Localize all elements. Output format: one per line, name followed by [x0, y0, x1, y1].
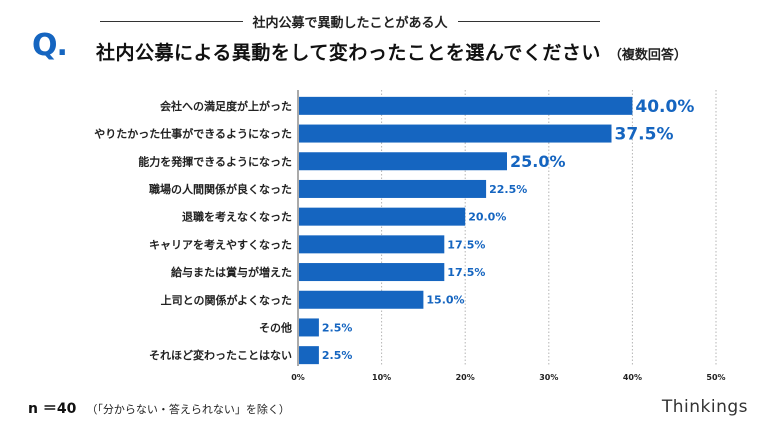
x-tick-label: 0% — [291, 373, 305, 382]
category-label: それほど変わったことはない — [149, 348, 292, 362]
value-label: 17.5% — [447, 266, 485, 279]
category-label: 会社への満足度が上がった — [160, 99, 292, 113]
category-label: 職場の人間関係が良くなった — [149, 182, 292, 196]
category-label: キャリアを考えやすくなった — [149, 237, 292, 251]
category-label: 上司との関係がよくなった — [161, 293, 292, 307]
subtitle-left-rule — [100, 20, 243, 22]
x-tick-label: 30% — [539, 373, 558, 382]
value-label: 22.5% — [489, 183, 527, 196]
value-label: 25.0% — [510, 152, 566, 171]
value-label: 2.5% — [322, 321, 353, 334]
subtitle: 社内公募で異動したことがある人 — [252, 15, 448, 31]
subtitle-right-rule — [457, 20, 601, 22]
sample-size: n ＝40 — [28, 401, 77, 417]
x-tick-label: 20% — [456, 373, 475, 382]
category-label: 退職を考えなくなった — [182, 210, 292, 224]
sample-size-row: n ＝40 （「分からない・答えられない」を除く） — [28, 398, 290, 418]
question-mark: Q. — [32, 28, 68, 63]
category-label: 給与または賞与が増えた — [171, 265, 292, 279]
value-label: 40.0% — [635, 97, 694, 117]
bar — [299, 263, 445, 282]
category-label: やりたかった仕事ができるようになった — [94, 127, 292, 141]
bar — [299, 124, 612, 143]
sample-note: （「分からない・答えられない」を除く） — [86, 403, 290, 416]
title-note: （複数回答） — [608, 48, 687, 63]
bar — [299, 346, 319, 365]
x-tick-label: 40% — [623, 373, 642, 382]
title-row: 社内公募による異動をして変わったことを選んでください （複数回答） — [96, 38, 687, 65]
value-label: 17.5% — [447, 238, 485, 251]
chart-title: 社内公募による異動をして変わったことを選んでください — [96, 42, 601, 64]
bar — [299, 152, 507, 171]
x-tick-label: 50% — [706, 373, 725, 382]
bar — [299, 290, 424, 309]
bar — [299, 96, 633, 115]
value-label: 15.0% — [426, 294, 464, 307]
thinkings-logo: Thinkings — [661, 397, 748, 417]
category-label: その他 — [259, 320, 292, 334]
category-label: 能力を発揮できるようになった — [138, 154, 292, 168]
x-tick-label: 10% — [372, 373, 391, 382]
value-label: 37.5% — [615, 125, 674, 145]
value-label: 20.0% — [468, 211, 506, 224]
value-label: 2.5% — [322, 349, 353, 362]
bar — [299, 179, 487, 198]
bar — [299, 207, 466, 226]
bar — [299, 235, 445, 254]
bar — [299, 318, 319, 337]
subtitle-row: 社内公募で異動したことがある人 — [100, 10, 601, 32]
